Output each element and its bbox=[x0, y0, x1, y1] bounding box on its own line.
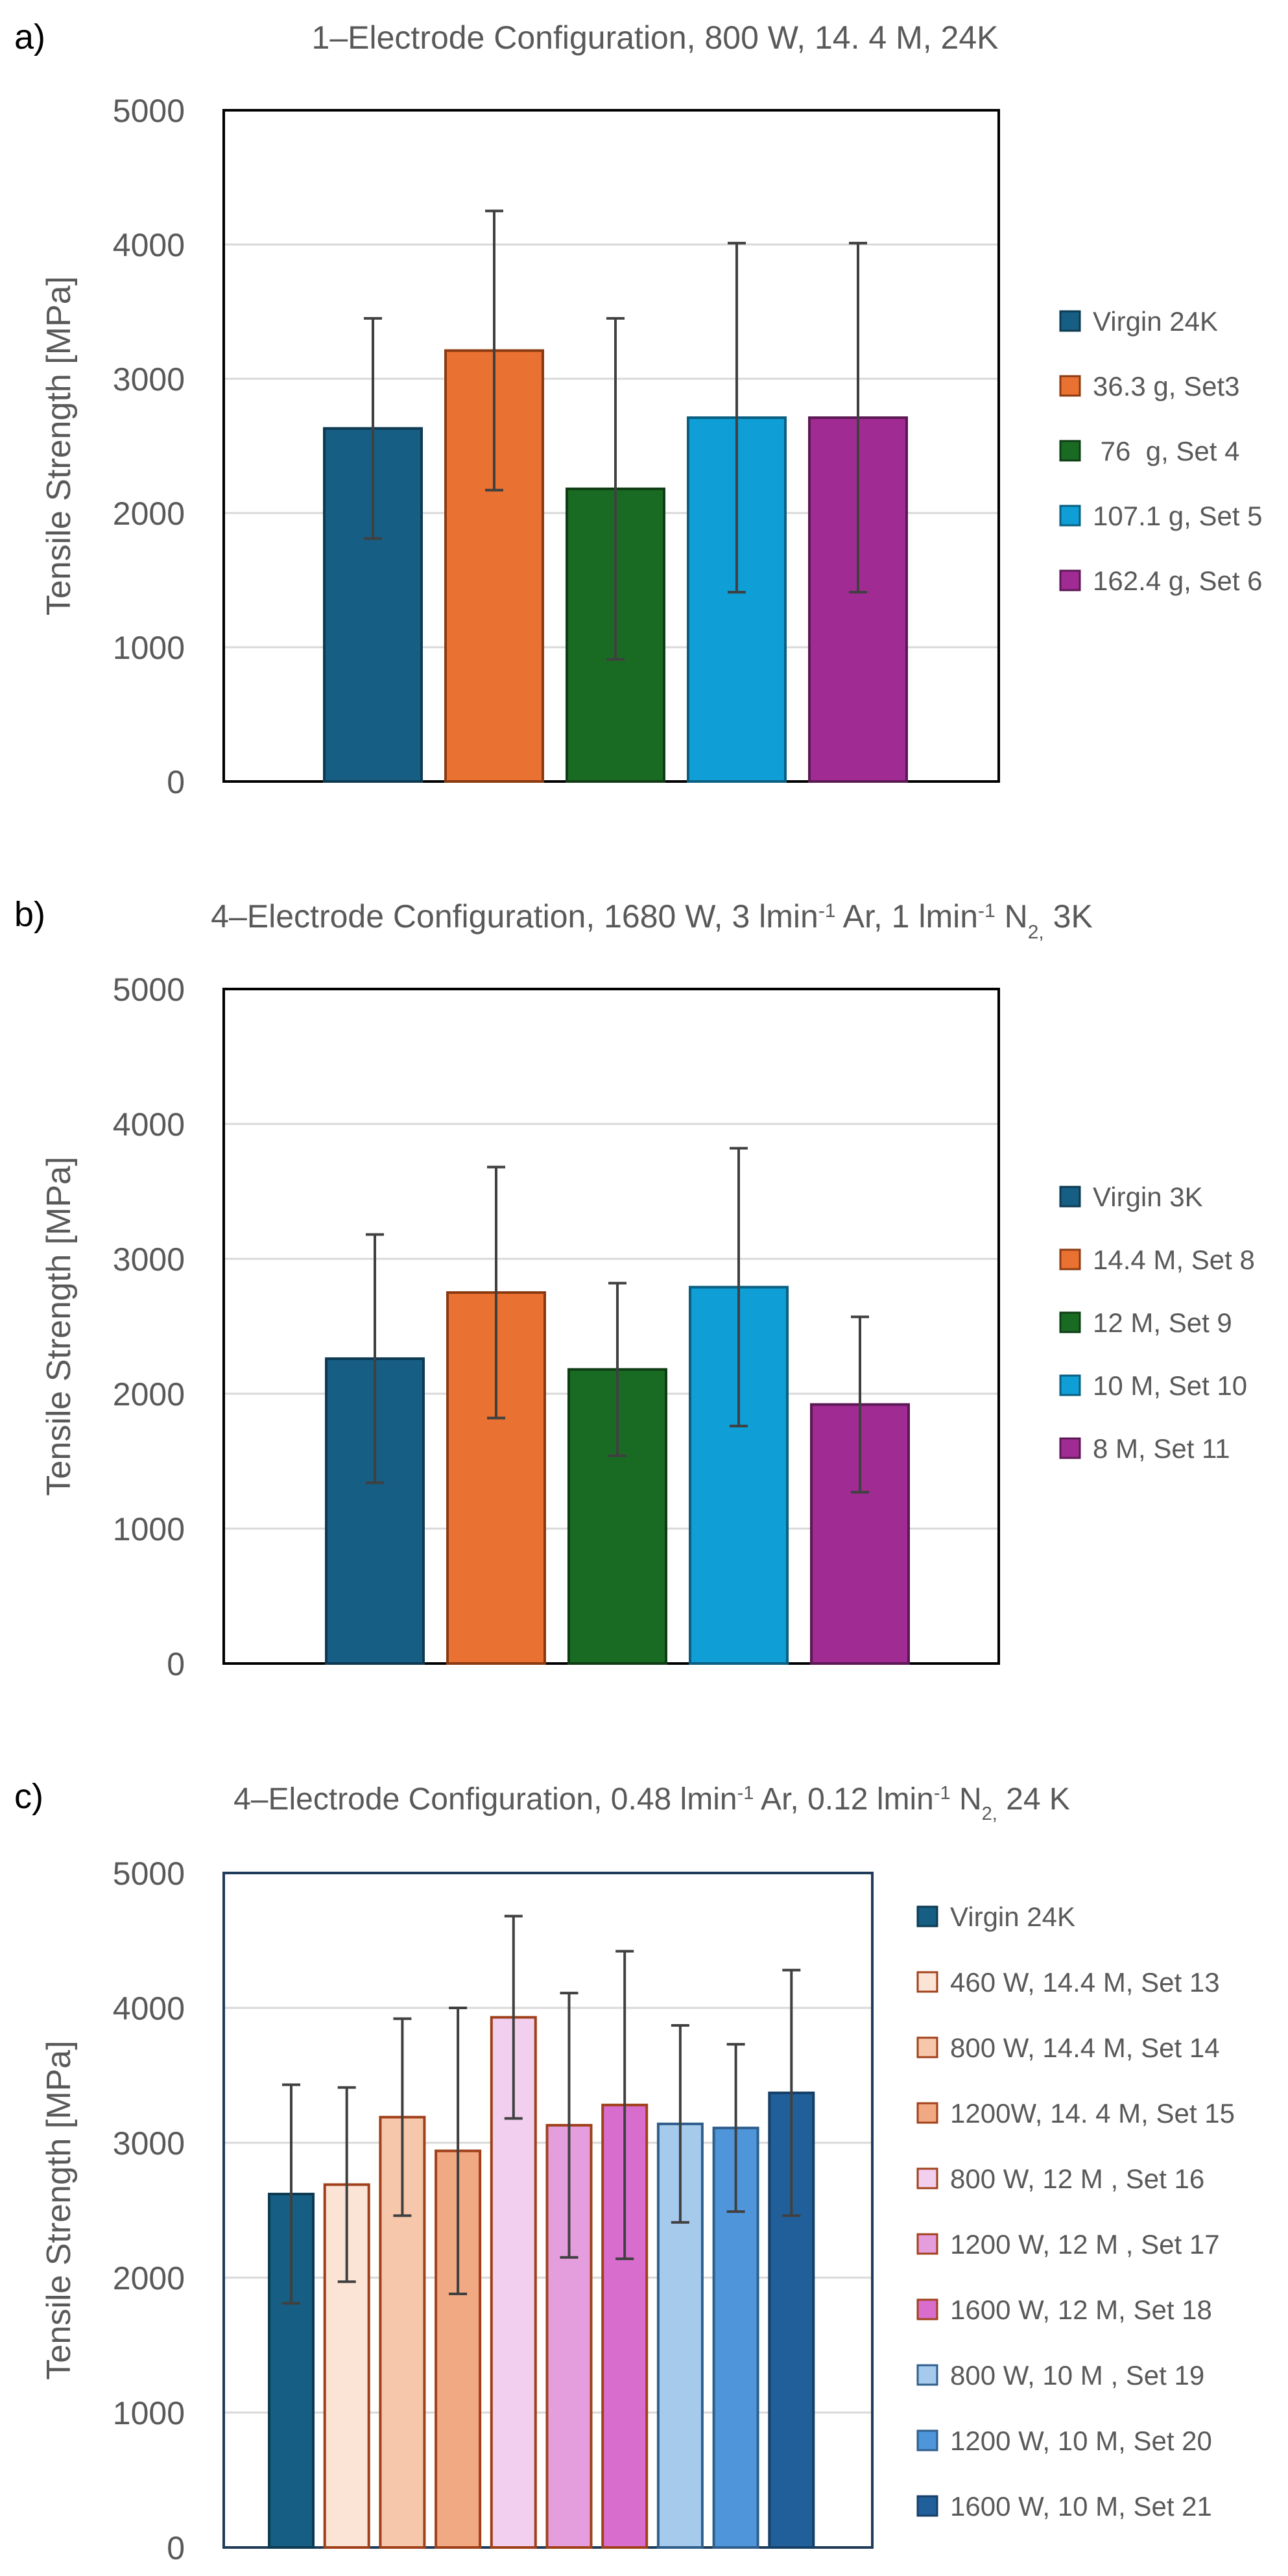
chart-panel-b: b) 4–Electrode Configuration, 1680 W, 3 l… bbox=[14, 895, 1255, 1682]
legend-label: 8 M, Set 11 bbox=[1093, 1433, 1230, 1464]
y-tick-label: 2000 bbox=[113, 1376, 185, 1413]
chart-title: 1–Electrode Configuration, 800 W, 14. 4 … bbox=[312, 19, 999, 56]
legend-label: 1600 W, 10 M, Set 21 bbox=[950, 2491, 1212, 2522]
bar bbox=[808, 416, 908, 783]
panel-label: a) bbox=[14, 18, 45, 56]
y-axis-label: Tensile Strength [MPa] bbox=[40, 2040, 78, 2379]
legend-swatch bbox=[1059, 1374, 1081, 1396]
y-tick-label: 5000 bbox=[113, 1855, 185, 1892]
title-part: N bbox=[996, 898, 1028, 935]
legend-swatch bbox=[916, 2364, 938, 2386]
panel-label: c) bbox=[14, 1777, 43, 1816]
y-axis-label: Tensile Strength [MPa] bbox=[40, 276, 78, 615]
legend-swatch bbox=[1059, 1437, 1081, 1459]
legend-label: 1200 W, 10 M, Set 20 bbox=[950, 2426, 1212, 2456]
title-subscript: 2, bbox=[1028, 922, 1044, 943]
legend-swatch bbox=[916, 2036, 938, 2058]
legend-swatch bbox=[916, 1971, 938, 1993]
y-axis-label: Tensile Strength [MPa] bbox=[40, 1156, 78, 1496]
y-tick-label: 1000 bbox=[113, 630, 185, 666]
legend-label: 107.1 g, Set 5 bbox=[1093, 501, 1263, 531]
legend-label: 1200W, 14. 4 M, Set 15 bbox=[950, 2098, 1235, 2129]
y-tick-label: 3000 bbox=[113, 2125, 185, 2162]
chart-title: 4–Electrode Configuration, 1680 W, 3 lmi… bbox=[211, 898, 1093, 943]
y-tick-label: 4000 bbox=[113, 227, 185, 263]
panel-label: b) bbox=[14, 895, 45, 934]
y-tick-label: 2000 bbox=[113, 495, 185, 532]
chart-title: 4–Electrode Configuration, 0.48 lmin-1 A… bbox=[233, 1782, 1070, 1824]
legend-swatch bbox=[916, 2233, 938, 2255]
y-tick-label: 3000 bbox=[113, 1241, 185, 1278]
legend-swatch bbox=[916, 2298, 938, 2320]
legend-swatch bbox=[1059, 1248, 1081, 1270]
bar bbox=[689, 1285, 789, 1665]
y-tick-label: 5000 bbox=[113, 972, 185, 1008]
y-tick-label: 0 bbox=[167, 2530, 185, 2566]
legend-label: Virgin 24K bbox=[1093, 306, 1218, 337]
legend-swatch bbox=[916, 2167, 938, 2189]
y-tick-label: 3000 bbox=[113, 361, 185, 398]
legend-label: 36.3 g, Set3 bbox=[1093, 371, 1240, 401]
title-part: 24 K bbox=[997, 1782, 1070, 1817]
legend-label: 12 M, Set 9 bbox=[1093, 1307, 1232, 1338]
legend-swatch bbox=[916, 2102, 938, 2124]
title-main: 4–Electrode Configuration, 1680 W, 3 lmi… bbox=[211, 898, 818, 935]
legend-swatch bbox=[1059, 310, 1081, 332]
legend-swatch bbox=[916, 2429, 938, 2451]
y-tick-label: 0 bbox=[167, 1646, 185, 1682]
legend-label: 800 W, 10 M , Set 19 bbox=[950, 2360, 1204, 2391]
title-main: 1–Electrode Configuration, 800 W, 14. 4 … bbox=[312, 19, 999, 56]
y-tick-label: 1000 bbox=[113, 1511, 185, 1547]
title-part: Ar, 0.12 lmin bbox=[754, 1782, 933, 1817]
title-superscript: -1 bbox=[934, 1783, 951, 1804]
title-superscript: -1 bbox=[737, 1783, 754, 1804]
legend-swatch bbox=[1059, 1186, 1081, 1208]
title-superscript: -1 bbox=[818, 900, 836, 922]
legend-swatch bbox=[1059, 505, 1081, 527]
legend-label: 76 g, Set 4 bbox=[1093, 436, 1240, 466]
legend-label: 460 W, 14.4 M, Set 13 bbox=[950, 1967, 1220, 1998]
title-subscript: 2, bbox=[982, 1804, 997, 1824]
legend-swatch bbox=[1059, 375, 1081, 397]
legend-label: 162.4 g, Set 6 bbox=[1093, 566, 1263, 596]
legend-swatch bbox=[916, 1905, 938, 1927]
title-part: 3K bbox=[1044, 898, 1093, 935]
legend-label: 10 M, Set 10 bbox=[1093, 1370, 1247, 1401]
y-tick-label: 2000 bbox=[113, 2260, 185, 2296]
y-tick-label: 1000 bbox=[113, 2395, 185, 2431]
legend-label: 800 W, 12 M , Set 16 bbox=[950, 2164, 1204, 2194]
chart-panel-a: a) 1–Electrode Configuration, 800 W, 14. … bbox=[14, 18, 1263, 800]
legend-label: 1600 W, 12 M, Set 18 bbox=[950, 2295, 1212, 2325]
title-superscript: -1 bbox=[978, 900, 996, 922]
legend-label: Virgin 3K bbox=[1093, 1182, 1203, 1212]
title-part: N bbox=[951, 1782, 982, 1817]
y-tick-label: 5000 bbox=[113, 93, 185, 129]
legend-swatch bbox=[916, 2495, 938, 2517]
legend-label: 1200 W, 12 M , Set 17 bbox=[950, 2229, 1220, 2260]
y-tick-label: 4000 bbox=[113, 1990, 185, 2027]
y-tick-label: 0 bbox=[167, 764, 185, 800]
legend-swatch bbox=[1059, 440, 1081, 462]
legend-label: Virgin 24K bbox=[950, 1902, 1075, 1932]
title-part: Ar, 1 lmin bbox=[836, 898, 979, 935]
legend-swatch bbox=[1059, 569, 1081, 591]
legend-label: 14.4 M, Set 8 bbox=[1093, 1245, 1255, 1275]
title-main: 4–Electrode Configuration, 0.48 lmin bbox=[233, 1782, 737, 1817]
chart-panel-c: c) 4–Electrode Configuration, 0.48 lmin-1… bbox=[14, 1777, 1235, 2566]
legend-swatch bbox=[1059, 1311, 1081, 1333]
bar bbox=[545, 2123, 593, 2549]
y-tick-label: 4000 bbox=[113, 1106, 185, 1143]
legend-label: 800 W, 14.4 M, Set 14 bbox=[950, 2033, 1220, 2063]
